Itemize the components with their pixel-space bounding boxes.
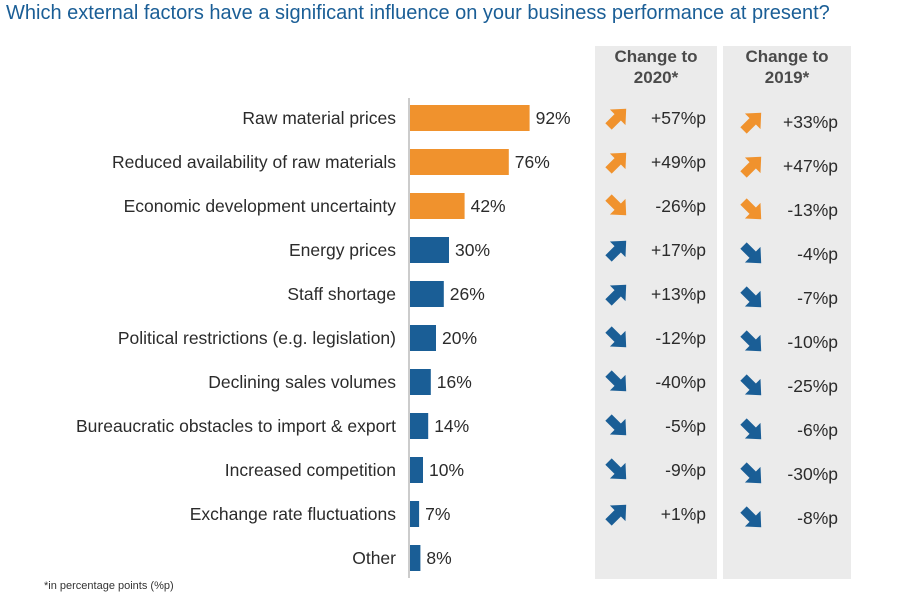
change-2019-label: -10%p: [787, 332, 838, 352]
bar: [410, 149, 509, 175]
category-label: Political restrictions (e.g. legislation…: [118, 328, 396, 348]
change-2019-label: +47%p: [783, 156, 838, 176]
change-2020-panel: [595, 46, 717, 579]
value-label: 26%: [450, 284, 485, 304]
arrow-down-right-icon: [740, 418, 762, 440]
arrow-down-right-icon: [605, 194, 627, 216]
arrow-up-right-icon: [605, 240, 627, 262]
change-2019-label: -4%p: [797, 244, 838, 264]
arrow-up-right-icon: [740, 112, 762, 134]
arrow-up-right-icon: [605, 152, 627, 174]
arrow-down-right-icon: [605, 326, 627, 348]
change-2020-label: +49%p: [651, 152, 706, 172]
category-label: Economic development uncertainty: [124, 196, 397, 216]
chart-title: Which external factors have a significan…: [6, 2, 830, 24]
category-label: Declining sales volumes: [208, 372, 396, 392]
arrow-down-right-icon: [740, 242, 762, 264]
change-2020-label: +13%p: [651, 284, 706, 304]
arrow-down-right-icon: [605, 370, 627, 392]
bar: [410, 457, 423, 483]
category-label: Bureaucratic obstacles to import & expor…: [76, 416, 396, 436]
change-2020-label: -9%p: [665, 460, 706, 480]
category-label: Increased competition: [225, 460, 396, 480]
bar: [410, 325, 436, 351]
change-2020-label: +57%p: [651, 108, 706, 128]
category-label: Other: [352, 548, 396, 568]
category-label: Exchange rate fluctuations: [190, 504, 396, 524]
arrow-down-right-icon: [740, 286, 762, 308]
change-2020-label: -12%p: [655, 328, 706, 348]
change-2020-label: -5%p: [665, 416, 706, 436]
value-label: 92%: [536, 108, 571, 128]
value-label: 42%: [471, 196, 506, 216]
arrow-down-right-icon: [605, 414, 627, 436]
change-2019-label: -7%p: [797, 288, 838, 308]
value-label: 16%: [437, 372, 472, 392]
bar: [410, 281, 444, 307]
value-label: 76%: [515, 152, 550, 172]
arrow-down-right-icon: [605, 458, 627, 480]
bar: [410, 105, 530, 131]
bar: [410, 413, 429, 439]
value-label: 14%: [434, 416, 469, 436]
arrow-up-right-icon: [740, 156, 762, 178]
value-label: 30%: [455, 240, 490, 260]
category-label: Raw material prices: [242, 108, 396, 128]
category-label: Energy prices: [289, 240, 396, 260]
change-2020-label: +17%p: [651, 240, 706, 260]
arrow-down-right-icon: [740, 198, 762, 220]
arrow-down-right-icon: [740, 462, 762, 484]
value-label: 7%: [425, 504, 450, 524]
value-label: 20%: [442, 328, 477, 348]
arrow-down-right-icon: [740, 374, 762, 396]
change-2020-label: -40%p: [655, 372, 706, 392]
change-2019-label: -25%p: [787, 376, 838, 396]
bar: [410, 369, 431, 395]
change-2019-panel: [723, 46, 851, 579]
change-2019-label: -13%p: [787, 200, 838, 220]
change-2019-label: -8%p: [797, 508, 838, 528]
arrow-up-right-icon: [605, 108, 627, 130]
bar: [410, 237, 449, 263]
category-label: Reduced availability of raw materials: [112, 152, 396, 172]
arrow-down-right-icon: [740, 330, 762, 352]
change-2019-label: +33%p: [783, 112, 838, 132]
arrow-up-right-icon: [605, 284, 627, 306]
bar: [410, 193, 465, 219]
change-2019-label: -30%p: [787, 464, 838, 484]
change-2020-label: +1%p: [661, 504, 706, 524]
change-2020-label: -26%p: [655, 196, 706, 216]
footnote: *in percentage points (%p): [44, 580, 174, 592]
arrow-up-right-icon: [605, 504, 627, 526]
value-label: 10%: [429, 460, 464, 480]
change-2019-header: Change to 2019*: [745, 47, 829, 87]
bar: [410, 501, 420, 527]
bar: [410, 545, 421, 571]
change-2019-label: -6%p: [797, 420, 838, 440]
arrow-down-right-icon: [740, 506, 762, 528]
value-label: 8%: [426, 548, 451, 568]
category-label: Staff shortage: [287, 284, 396, 304]
change-2020-header: Change to 2020*: [614, 47, 698, 87]
